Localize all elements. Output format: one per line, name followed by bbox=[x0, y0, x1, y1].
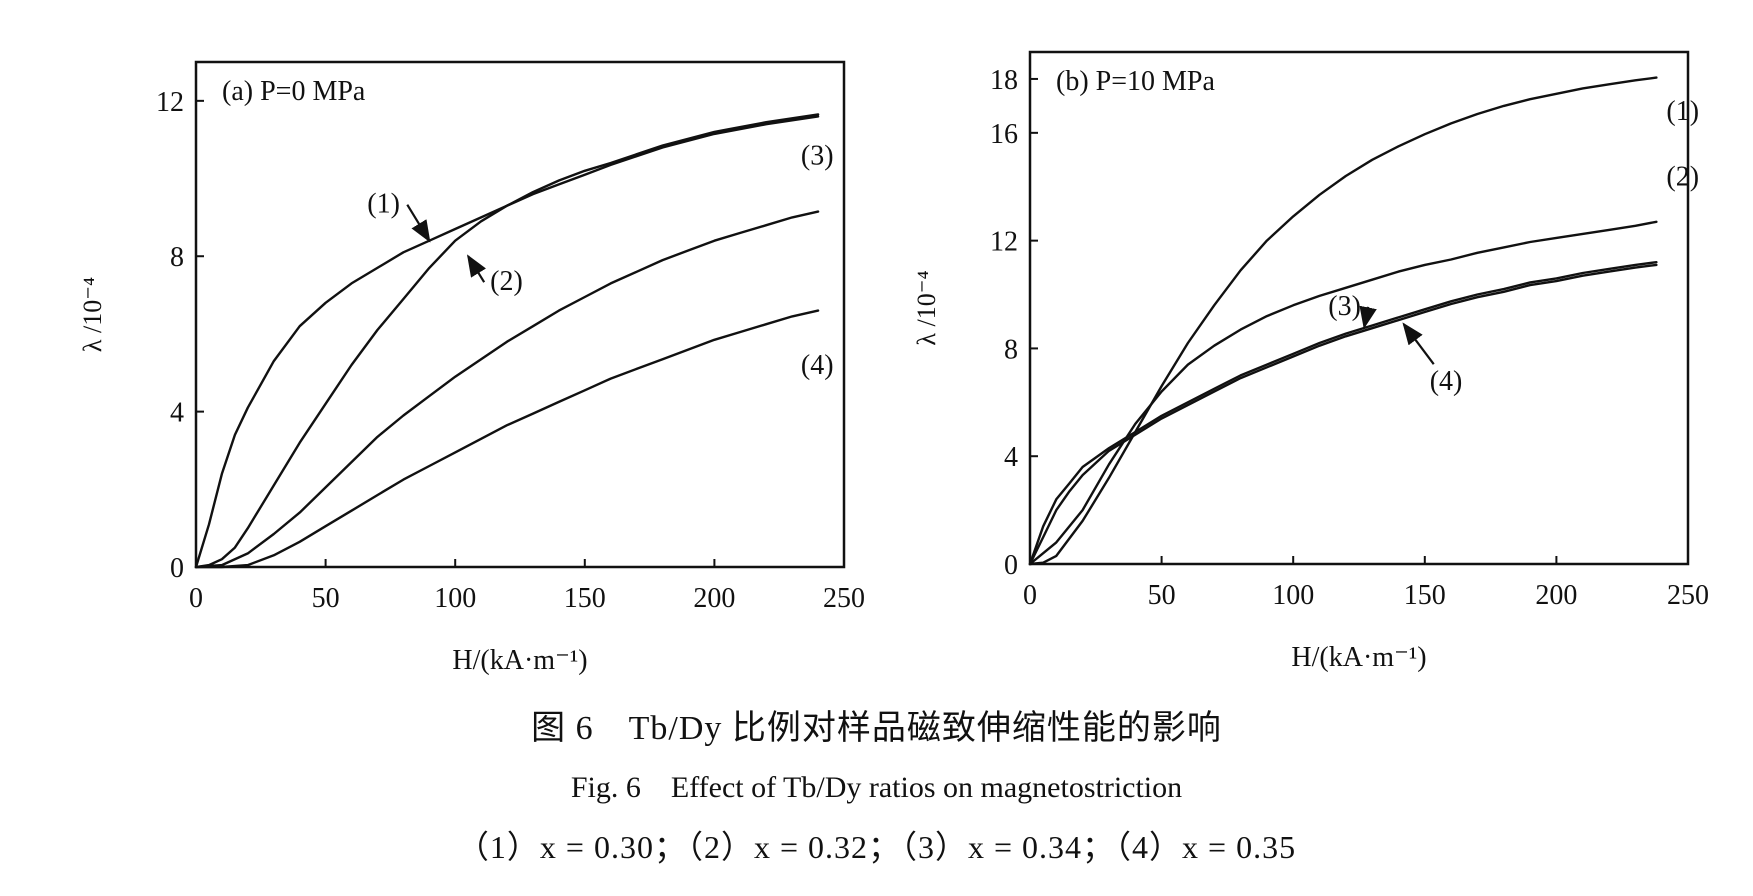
x-tick-label: 200 bbox=[1535, 580, 1577, 611]
y-tick-label: 4 bbox=[170, 398, 184, 429]
figure-caption-english: Fig. 6 Effect of Tb/Dy ratios on magneto… bbox=[570, 771, 1183, 804]
x-tick-label: 100 bbox=[434, 583, 476, 614]
x-tick-label: 50 bbox=[1148, 580, 1176, 611]
series-annotation-label: (1) bbox=[367, 189, 400, 220]
x-tick-label: 100 bbox=[1272, 580, 1314, 611]
y-tick-label: 12 bbox=[156, 87, 184, 118]
x-tick-label: 0 bbox=[189, 583, 203, 614]
y-tick-label: 16 bbox=[990, 119, 1018, 150]
series-line-a-4 bbox=[194, 309, 820, 569]
series-annotation-label: (2) bbox=[490, 266, 523, 297]
series-line-a-3 bbox=[194, 210, 820, 569]
panel-label-a: (a) P=0 MPa bbox=[222, 76, 366, 107]
panel-label-b: (b) P=10 MPa bbox=[1056, 66, 1215, 97]
x-tick-label: 0 bbox=[1023, 580, 1037, 611]
plot-frame-a bbox=[194, 60, 846, 569]
x-axis-label-b: H/(kA·m⁻¹) bbox=[1291, 642, 1426, 673]
annotation-arrow bbox=[406, 204, 431, 243]
series-annotation-label: (4) bbox=[1430, 366, 1463, 397]
y-tick-label: 4 bbox=[1004, 442, 1018, 473]
chart-panel-a: 0 50 100 150 200 250 0 4 8 12 (a) P=0 MPa H/(kA·m⁻¹… bbox=[78, 60, 865, 676]
series-line-b-2 bbox=[1028, 220, 1658, 566]
series-annotation-label: (3) bbox=[801, 140, 834, 171]
y-tick-label: 0 bbox=[170, 553, 184, 584]
series-annotation-label: (4) bbox=[801, 350, 834, 381]
x-tick-label: 150 bbox=[1404, 580, 1446, 611]
x-tick-label: 150 bbox=[564, 583, 606, 614]
x-axis-label-a: H/(kA·m⁻¹) bbox=[452, 645, 587, 676]
y-tick-label: 8 bbox=[1004, 334, 1018, 365]
annotation-arrow bbox=[1359, 305, 1377, 330]
x-tick-label: 250 bbox=[823, 583, 865, 614]
x-tick-label: 200 bbox=[693, 583, 735, 614]
x-tick-label: 50 bbox=[312, 583, 340, 614]
chart-panel-b: 0 50 100 150 200 250 0 4 8 12 16 18 (b) P=10 MPa H/(k… bbox=[912, 50, 1709, 673]
figure-caption-compositions: （1）x = 0.30；（2）x = 0.32；（3）x = 0.34；（4）x… bbox=[456, 829, 1297, 865]
figure-canvas: 0 50 100 150 200 250 0 4 8 12 (a) P=0 MPa H/(kA·m⁻¹… bbox=[78, 50, 1709, 676]
y-tick-label: 18 bbox=[990, 65, 1018, 96]
series-annotation-label: (1) bbox=[1666, 96, 1699, 127]
y-tick-label: 0 bbox=[1004, 550, 1018, 581]
plot-frame-b bbox=[1028, 50, 1690, 566]
figure-caption-chinese: 图 6 Tb/Dy 比例对样品磁致伸缩性能的影响 bbox=[531, 710, 1222, 747]
annotation-arrow bbox=[1402, 322, 1435, 365]
y-tick-label: 12 bbox=[990, 227, 1018, 258]
series-line-a-2 bbox=[194, 113, 820, 569]
y-tick-label: 8 bbox=[170, 242, 184, 273]
series-line-b-4 bbox=[1028, 263, 1658, 566]
y-axis-label-a: λ /10⁻⁴ bbox=[78, 277, 107, 352]
x-tick-label: 250 bbox=[1667, 580, 1709, 611]
series-annotation-label: (3) bbox=[1328, 291, 1361, 322]
series-line-b-1 bbox=[1028, 76, 1658, 566]
series-line-b-3 bbox=[1028, 261, 1658, 566]
annotation-arrow bbox=[467, 254, 487, 283]
series-annotation-label: (2) bbox=[1666, 162, 1699, 193]
y-axis-label-b: λ /10⁻⁴ bbox=[912, 270, 941, 345]
